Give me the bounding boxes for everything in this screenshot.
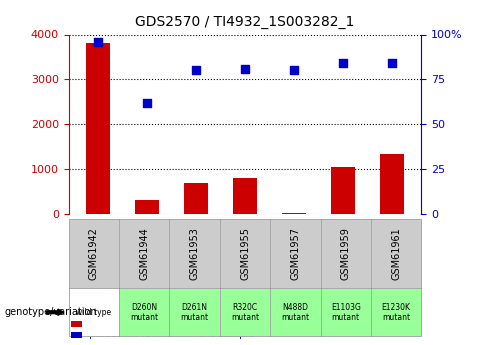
- Point: [192, 68, 200, 73]
- Text: GSM61959: GSM61959: [341, 227, 351, 280]
- Text: E1103G
mutant: E1103G mutant: [331, 303, 361, 322]
- Text: R320C
mutant: R320C mutant: [231, 303, 259, 322]
- Point: [290, 68, 298, 73]
- Point: [339, 60, 347, 66]
- Point: [94, 39, 102, 45]
- Bar: [282, 213, 306, 214]
- Text: GSM61953: GSM61953: [190, 227, 199, 280]
- Bar: [86, 43, 110, 214]
- Text: D260N
mutant: D260N mutant: [130, 303, 158, 322]
- Text: GSM61955: GSM61955: [240, 227, 250, 280]
- Text: wild type: wild type: [76, 308, 111, 317]
- Bar: [331, 167, 355, 214]
- Text: genotype/variation: genotype/variation: [5, 307, 98, 317]
- Bar: [135, 200, 159, 214]
- Text: E1230K
mutant: E1230K mutant: [382, 303, 411, 322]
- Point: [143, 100, 151, 106]
- Point: [241, 66, 249, 71]
- Text: N488D
mutant: N488D mutant: [281, 303, 310, 322]
- Title: GDS2570 / TI4932_1S003282_1: GDS2570 / TI4932_1S003282_1: [135, 15, 355, 29]
- Text: GSM61961: GSM61961: [391, 227, 401, 280]
- Text: D261N
mutant: D261N mutant: [180, 303, 209, 322]
- Text: GSM61957: GSM61957: [291, 227, 300, 280]
- Bar: [184, 184, 208, 214]
- Text: percentile rank within the sample: percentile rank within the sample: [83, 329, 254, 339]
- Text: GSM61944: GSM61944: [139, 227, 149, 280]
- Bar: [233, 178, 257, 214]
- Point: [388, 60, 396, 66]
- Bar: [380, 154, 404, 214]
- Text: count: count: [83, 318, 117, 328]
- Text: GSM61942: GSM61942: [89, 227, 99, 280]
